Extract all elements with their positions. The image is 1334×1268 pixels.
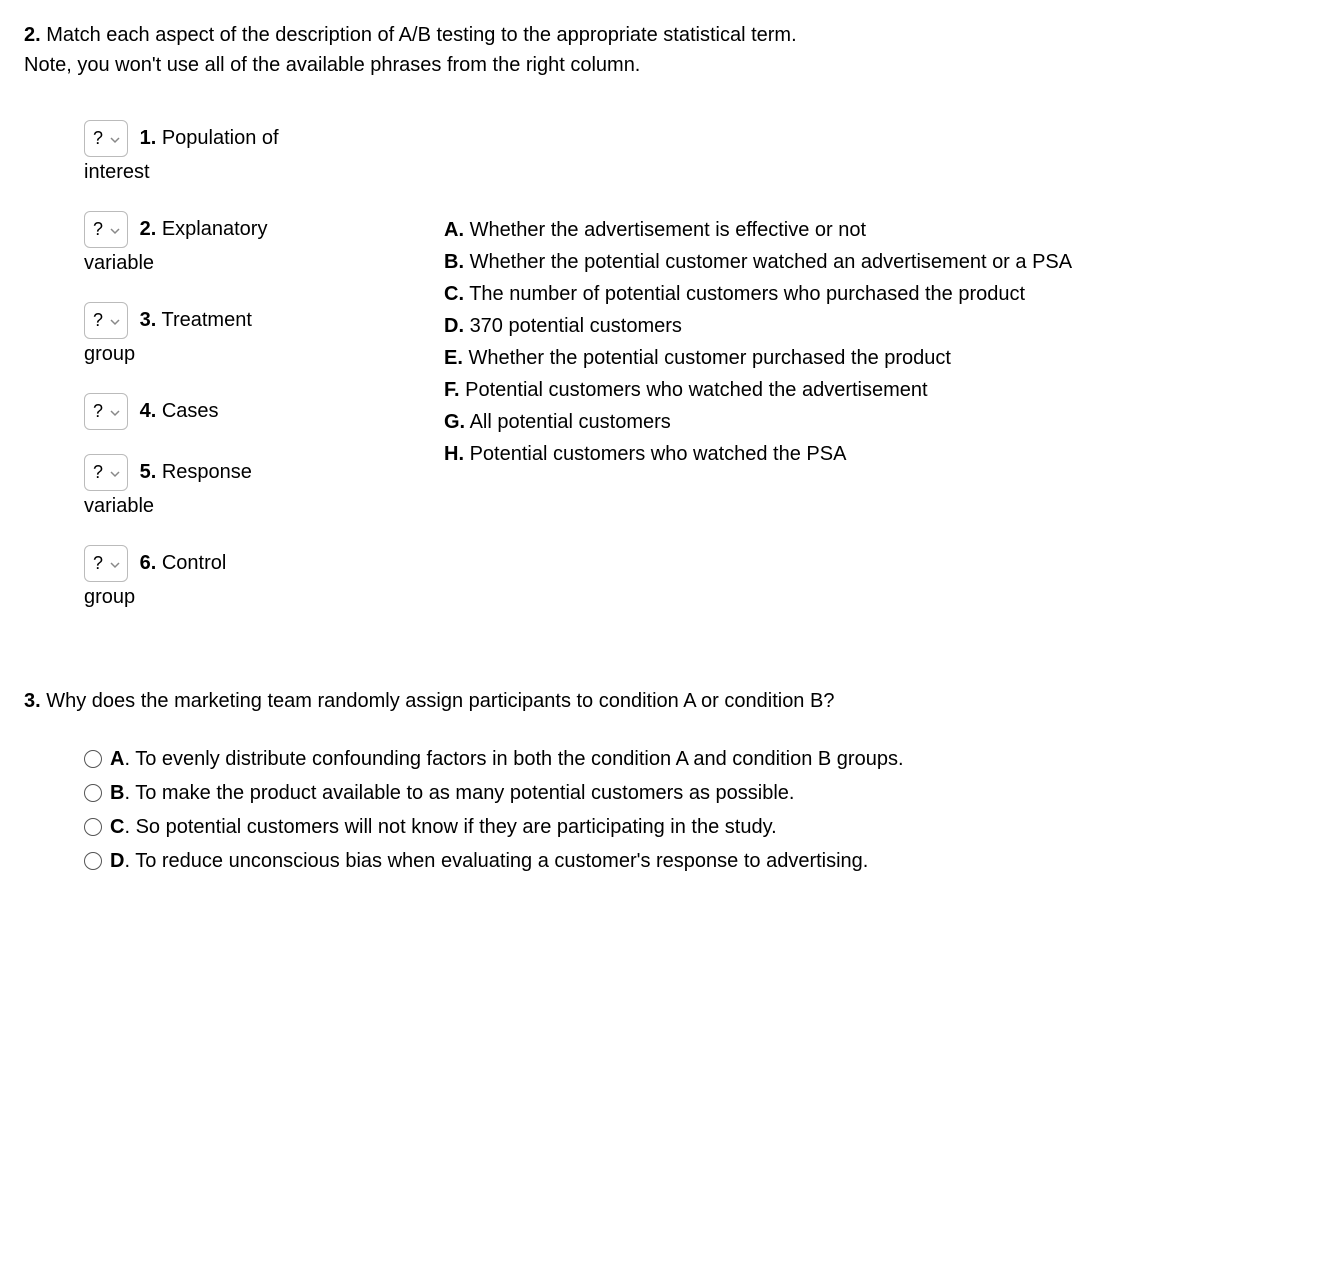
option-D: D. 370 potential customers <box>444 311 1270 341</box>
chevron-down-icon <box>109 225 119 235</box>
radio-button-C[interactable] <box>84 818 102 836</box>
option-A: A. Whether the advertisement is effectiv… <box>444 215 1270 245</box>
match-select-5[interactable]: ? <box>84 454 128 491</box>
option-E: E. Whether the potential customer purcha… <box>444 343 1270 373</box>
match-num: 6. <box>140 552 157 574</box>
radio-label-D: D. To reduce unconscious bias when evalu… <box>110 846 1210 876</box>
match-select-4[interactable]: ? <box>84 393 128 430</box>
match-left-column: ? 1. Population of interest ? 2. Explana… <box>84 120 404 636</box>
match-select-2[interactable]: ? <box>84 211 128 248</box>
select-value: ? <box>93 398 103 425</box>
q3-options: A. To evenly distribute confounding fact… <box>24 744 1310 876</box>
match-select-3[interactable]: ? <box>84 302 128 339</box>
select-value: ? <box>93 459 103 486</box>
match-area: ? 1. Population of interest ? 2. Explana… <box>24 120 1310 636</box>
match-item-6: ? 6. Control group <box>84 545 404 612</box>
match-label-rest: variable <box>84 252 154 274</box>
chevron-down-icon <box>109 468 119 478</box>
match-item-2: ? 2. Explanatory variable <box>84 211 404 278</box>
match-right-column: A. Whether the advertisement is effectiv… <box>444 120 1310 636</box>
select-value: ? <box>93 125 103 152</box>
select-value: ? <box>93 550 103 577</box>
match-select-1[interactable]: ? <box>84 120 128 157</box>
radio-option-D: D. To reduce unconscious bias when evalu… <box>84 846 1210 876</box>
match-label-rest: variable <box>84 495 154 517</box>
chevron-down-icon <box>109 407 119 417</box>
match-num: 2. <box>140 218 157 240</box>
match-label-rest: group <box>84 343 135 365</box>
q3-number: 3. <box>24 690 41 712</box>
match-label-first: Response <box>162 461 252 483</box>
match-item-3: ? 3. Treatment group <box>84 302 404 369</box>
match-num: 3. <box>140 309 157 331</box>
match-label-rest: interest <box>84 161 150 183</box>
match-label-first: Control <box>162 552 226 574</box>
radio-option-A: A. To evenly distribute confounding fact… <box>84 744 1210 774</box>
radio-label-B: B. To make the product available to as m… <box>110 778 1210 808</box>
q3-prompt: 3. Why does the marketing team randomly … <box>24 686 1310 716</box>
q2-number: 2. <box>24 24 41 46</box>
radio-option-B: B. To make the product available to as m… <box>84 778 1210 808</box>
match-item-1: ? 1. Population of interest <box>84 120 404 187</box>
match-label-first: Population of <box>162 127 279 149</box>
match-select-6[interactable]: ? <box>84 545 128 582</box>
match-num: 5. <box>140 461 157 483</box>
match-label-first: Cases <box>162 400 219 422</box>
q2-prompt-line2: Note, you won't use all of the available… <box>24 54 640 76</box>
match-item-5: ? 5. Response variable <box>84 454 404 521</box>
option-C: C. The number of potential customers who… <box>444 279 1270 309</box>
option-G: G. All potential customers <box>444 407 1270 437</box>
match-num: 4. <box>140 400 157 422</box>
radio-button-B[interactable] <box>84 784 102 802</box>
match-item-4: ? 4. Cases <box>84 393 404 430</box>
option-H: H. Potential customers who watched the P… <box>444 439 1270 469</box>
select-value: ? <box>93 216 103 243</box>
option-B: B. Whether the potential customer watche… <box>444 247 1270 277</box>
match-label-first: Explanatory <box>162 218 268 240</box>
radio-button-A[interactable] <box>84 750 102 768</box>
option-F: F. Potential customers who watched the a… <box>444 375 1270 405</box>
select-value: ? <box>93 307 103 334</box>
radio-button-D[interactable] <box>84 852 102 870</box>
chevron-down-icon <box>109 134 119 144</box>
q2-prompt-line1: Match each aspect of the description of … <box>46 24 796 46</box>
match-num: 1. <box>140 127 157 149</box>
match-label-first: Treatment <box>161 309 251 331</box>
radio-label-A: A. To evenly distribute confounding fact… <box>110 744 1210 774</box>
q3-prompt-text: Why does the marketing team randomly ass… <box>46 690 834 712</box>
radio-option-C: C. So potential customers will not know … <box>84 812 1210 842</box>
q2-prompt: 2. Match each aspect of the description … <box>24 20 1310 80</box>
chevron-down-icon <box>109 559 119 569</box>
chevron-down-icon <box>109 316 119 326</box>
match-label-rest: group <box>84 586 135 608</box>
radio-label-C: C. So potential customers will not know … <box>110 812 1210 842</box>
